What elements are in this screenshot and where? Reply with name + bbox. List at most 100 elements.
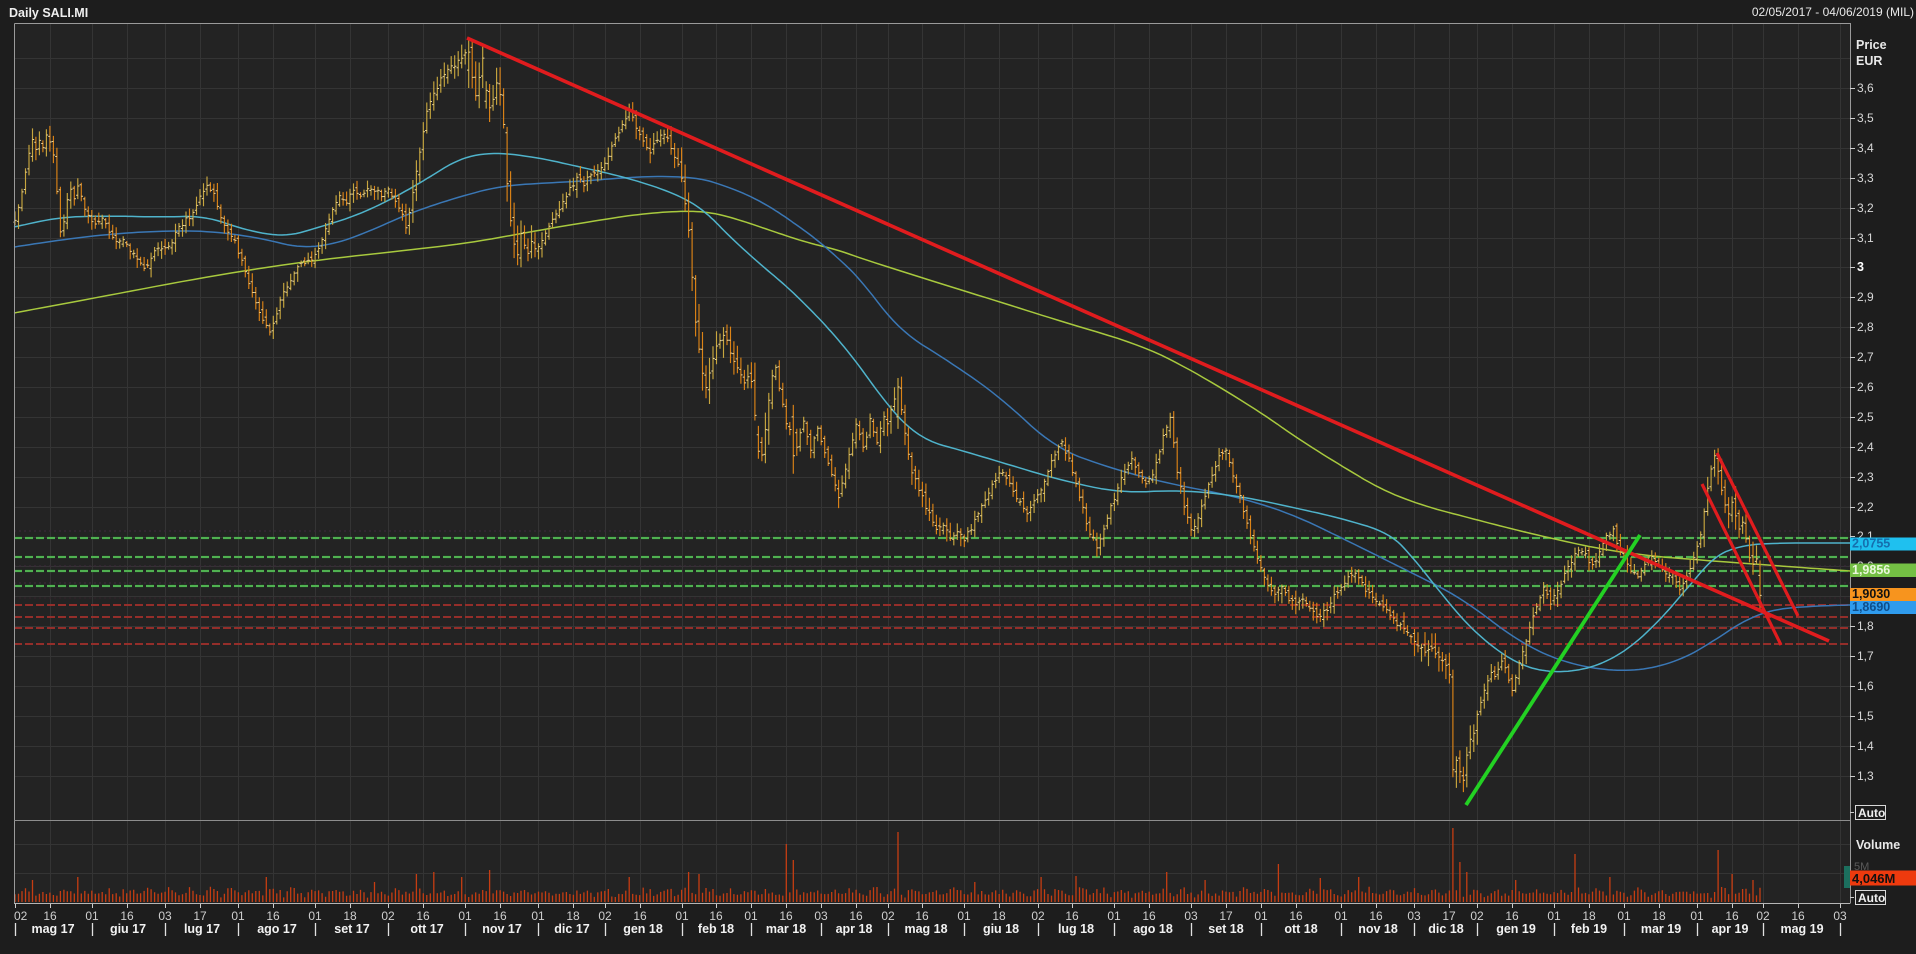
svg-text:03: 03	[158, 909, 172, 923]
svg-text:16: 16	[1725, 909, 1739, 923]
svg-text:01: 01	[1107, 909, 1121, 923]
svg-text:17: 17	[193, 909, 207, 923]
svg-text:mag 17: mag 17	[31, 922, 74, 936]
svg-text:gen 19: gen 19	[1496, 922, 1536, 936]
svg-text:EUR: EUR	[1856, 54, 1882, 68]
svg-text:nov 18: nov 18	[1358, 922, 1398, 936]
svg-text:1,9030: 1,9030	[1852, 587, 1890, 601]
svg-text:01: 01	[1254, 909, 1268, 923]
svg-text:18: 18	[1652, 909, 1666, 923]
svg-text:apr 18: apr 18	[836, 922, 873, 936]
svg-text:mag 19: mag 19	[1780, 922, 1823, 936]
svg-text:Auto: Auto	[1858, 806, 1885, 820]
svg-text:1,3: 1,3	[1857, 769, 1874, 783]
svg-text:16: 16	[1369, 909, 1383, 923]
svg-text:1,9856: 1,9856	[1852, 563, 1890, 577]
svg-text:01: 01	[744, 909, 758, 923]
svg-text:01: 01	[458, 909, 472, 923]
svg-text:16: 16	[633, 909, 647, 923]
svg-text:16: 16	[1065, 909, 1079, 923]
svg-text:3,2: 3,2	[1857, 201, 1874, 215]
svg-text:ott 17: ott 17	[410, 922, 443, 936]
svg-text:03: 03	[1407, 909, 1421, 923]
svg-text:feb 18: feb 18	[698, 922, 734, 936]
svg-text:01: 01	[1547, 909, 1561, 923]
svg-text:feb 19: feb 19	[1571, 922, 1607, 936]
svg-text:01: 01	[531, 909, 545, 923]
svg-text:3,1: 3,1	[1857, 231, 1874, 245]
svg-text:lug 17: lug 17	[184, 922, 220, 936]
svg-text:18: 18	[992, 909, 1006, 923]
svg-text:gen 18: gen 18	[623, 922, 663, 936]
svg-text:giu 17: giu 17	[110, 922, 146, 936]
svg-text:16: 16	[1289, 909, 1303, 923]
svg-text:02: 02	[14, 909, 28, 923]
svg-text:1,7: 1,7	[1857, 649, 1874, 663]
svg-text:2,7: 2,7	[1857, 350, 1874, 364]
svg-text:16: 16	[709, 909, 723, 923]
svg-text:02: 02	[881, 909, 895, 923]
svg-text:01: 01	[1690, 909, 1704, 923]
svg-text:01: 01	[231, 909, 245, 923]
svg-text:16: 16	[1791, 909, 1805, 923]
svg-text:mag 18: mag 18	[904, 922, 947, 936]
svg-text:Daily SALI.MI: Daily SALI.MI	[9, 6, 88, 20]
svg-text:02: 02	[381, 909, 395, 923]
svg-text:3,4: 3,4	[1857, 141, 1874, 155]
svg-text:01: 01	[308, 909, 322, 923]
svg-text:5M: 5M	[1854, 861, 1869, 873]
svg-text:apr 19: apr 19	[1712, 922, 1749, 936]
svg-text:Auto: Auto	[1858, 891, 1885, 905]
svg-text:01: 01	[957, 909, 971, 923]
svg-text:16: 16	[120, 909, 134, 923]
svg-text:2,2: 2,2	[1857, 500, 1874, 514]
svg-text:02: 02	[1756, 909, 1770, 923]
svg-text:Price: Price	[1856, 38, 1887, 52]
svg-text:1,8690: 1,8690	[1852, 600, 1890, 614]
svg-text:02: 02	[1470, 909, 1484, 923]
svg-text:16: 16	[1505, 909, 1519, 923]
svg-text:16: 16	[849, 909, 863, 923]
svg-text:1,4: 1,4	[1857, 739, 1874, 753]
svg-text:17: 17	[1219, 909, 1233, 923]
svg-text:02: 02	[1031, 909, 1045, 923]
svg-text:16: 16	[779, 909, 793, 923]
svg-text:1,6: 1,6	[1857, 679, 1874, 693]
svg-text:03: 03	[1184, 909, 1198, 923]
svg-text:ago 18: ago 18	[1133, 922, 1173, 936]
svg-text:Volume: Volume	[1856, 838, 1900, 852]
svg-text:01: 01	[675, 909, 689, 923]
svg-text:1,8: 1,8	[1857, 619, 1874, 633]
svg-text:02: 02	[598, 909, 612, 923]
svg-text:mar 18: mar 18	[766, 922, 806, 936]
svg-text:ott 18: ott 18	[1284, 922, 1317, 936]
svg-text:dic 17: dic 17	[554, 922, 589, 936]
svg-text:01: 01	[1617, 909, 1631, 923]
svg-text:4,046M: 4,046M	[1852, 871, 1895, 886]
svg-text:02/05/2017 - 04/06/2019 (MIL): 02/05/2017 - 04/06/2019 (MIL)	[1752, 5, 1914, 19]
svg-text:01: 01	[85, 909, 99, 923]
svg-text:16: 16	[416, 909, 430, 923]
svg-text:1,5: 1,5	[1857, 709, 1874, 723]
svg-text:2,4: 2,4	[1857, 440, 1874, 454]
svg-text:nov 17: nov 17	[482, 922, 522, 936]
svg-text:2,3: 2,3	[1857, 470, 1874, 484]
svg-text:16: 16	[1142, 909, 1156, 923]
svg-text:giu 18: giu 18	[983, 922, 1019, 936]
svg-text:18: 18	[343, 909, 357, 923]
svg-text:01: 01	[1334, 909, 1348, 923]
svg-text:set 18: set 18	[1208, 922, 1243, 936]
svg-text:16: 16	[266, 909, 280, 923]
svg-text:18: 18	[566, 909, 580, 923]
svg-text:03: 03	[814, 909, 828, 923]
svg-text:2,0755: 2,0755	[1852, 537, 1890, 551]
svg-text:3,5: 3,5	[1857, 111, 1874, 125]
svg-text:16: 16	[915, 909, 929, 923]
svg-text:2,6: 2,6	[1857, 380, 1874, 394]
svg-text:16: 16	[43, 909, 57, 923]
svg-text:3,3: 3,3	[1857, 171, 1874, 185]
svg-text:3,6: 3,6	[1857, 81, 1874, 95]
svg-text:lug 18: lug 18	[1058, 922, 1094, 936]
svg-text:mar 19: mar 19	[1641, 922, 1681, 936]
svg-text:ago 17: ago 17	[257, 922, 297, 936]
